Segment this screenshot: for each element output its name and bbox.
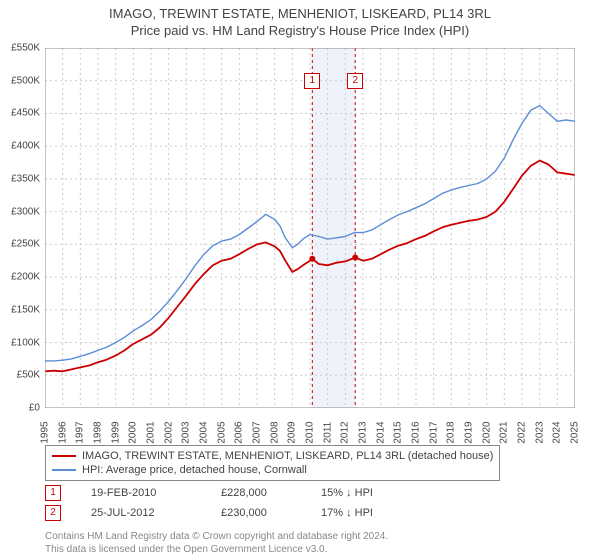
y-axis-tick: £450K: [0, 108, 40, 119]
x-axis-tick: 2016: [411, 420, 422, 446]
x-axis-tick: 2008: [269, 420, 280, 446]
x-axis-tick: 2000: [128, 420, 139, 446]
sale-date: 19-FEB-2010: [91, 487, 221, 499]
sale-point-marker: [309, 256, 315, 262]
y-axis-tick: £300K: [0, 206, 40, 217]
sale-marker-box: 2: [45, 505, 61, 521]
chart-legend: IMAGO, TREWINT ESTATE, MENHENIOT, LISKEA…: [45, 445, 500, 481]
x-axis-tick: 2025: [570, 420, 581, 446]
x-axis-tick: 2012: [340, 420, 351, 446]
x-axis-tick: 2023: [534, 420, 545, 446]
x-axis-tick: 2010: [305, 420, 316, 446]
legend-item: HPI: Average price, detached house, Corn…: [52, 463, 493, 477]
sale-marker-box: 1: [304, 73, 320, 89]
x-axis-tick: 1997: [75, 420, 86, 446]
x-axis-tick: 2014: [375, 420, 386, 446]
x-axis-tick: 2018: [446, 420, 457, 446]
sale-delta: 15% ↓ HPI: [321, 487, 441, 499]
y-axis-tick: £250K: [0, 239, 40, 250]
legend-swatch: [52, 455, 76, 457]
y-axis-tick: £150K: [0, 304, 40, 315]
y-axis-tick: £350K: [0, 173, 40, 184]
x-axis-tick: 2019: [464, 420, 475, 446]
x-axis-tick: 1999: [110, 420, 121, 446]
x-axis-tick: 2022: [517, 420, 528, 446]
sale-marker-box: 2: [347, 73, 363, 89]
chart-title: IMAGO, TREWINT ESTATE, MENHENIOT, LISKEA…: [0, 6, 600, 21]
x-axis-tick: 2002: [163, 420, 174, 446]
y-axis-tick: £550K: [0, 43, 40, 54]
legend-label: IMAGO, TREWINT ESTATE, MENHENIOT, LISKEA…: [82, 450, 493, 462]
sales-row: 1 19-FEB-2010 £228,000 15% ↓ HPI: [45, 485, 441, 501]
legend-swatch: [52, 469, 76, 471]
y-axis-tick: £400K: [0, 141, 40, 152]
x-axis-tick: 2004: [199, 420, 210, 446]
legend-label: HPI: Average price, detached house, Corn…: [82, 464, 307, 476]
x-axis-tick: 2007: [252, 420, 263, 446]
x-axis-tick: 2017: [428, 420, 439, 446]
x-axis-tick: 2015: [393, 420, 404, 446]
x-axis-tick: 2024: [552, 420, 563, 446]
chart-subtitle: Price paid vs. HM Land Registry's House …: [0, 23, 600, 38]
x-axis-tick: 2006: [234, 420, 245, 446]
footer-line: Contains HM Land Registry data © Crown c…: [45, 531, 388, 544]
x-axis-tick: 2003: [181, 420, 192, 446]
chart-svg: [45, 48, 575, 408]
x-axis-tick: 1996: [57, 420, 68, 446]
y-axis-tick: £500K: [0, 75, 40, 86]
sale-date: 25-JUL-2012: [91, 507, 221, 519]
chart-plot-area: £0£50K£100K£150K£200K£250K£300K£350K£400…: [45, 48, 575, 408]
sales-table: 1 19-FEB-2010 £228,000 15% ↓ HPI 2 25-JU…: [45, 485, 441, 525]
y-axis-tick: £200K: [0, 272, 40, 283]
sale-price: £228,000: [221, 487, 321, 499]
chart-footer: Contains HM Land Registry data © Crown c…: [45, 531, 388, 556]
y-axis-tick: £0: [0, 403, 40, 414]
x-axis-tick: 2021: [499, 420, 510, 446]
x-axis-tick: 1995: [40, 420, 51, 446]
legend-item: IMAGO, TREWINT ESTATE, MENHENIOT, LISKEA…: [52, 449, 493, 463]
x-axis-tick: 2020: [481, 420, 492, 446]
sale-delta: 17% ↓ HPI: [321, 507, 441, 519]
x-axis-tick: 1998: [93, 420, 104, 446]
x-axis-tick: 2009: [287, 420, 298, 446]
y-axis-tick: £50K: [0, 370, 40, 381]
sale-marker-box: 1: [45, 485, 61, 501]
footer-line: This data is licensed under the Open Gov…: [45, 544, 388, 557]
x-axis-tick: 2013: [358, 420, 369, 446]
sales-row: 2 25-JUL-2012 £230,000 17% ↓ HPI: [45, 505, 441, 521]
x-axis-tick: 2011: [322, 420, 333, 446]
x-axis-tick: 2005: [216, 420, 227, 446]
chart-title-block: IMAGO, TREWINT ESTATE, MENHENIOT, LISKEA…: [0, 0, 600, 38]
x-axis-tick: 2001: [146, 420, 157, 446]
sale-point-marker: [352, 254, 358, 260]
sale-price: £230,000: [221, 507, 321, 519]
y-axis-tick: £100K: [0, 337, 40, 348]
